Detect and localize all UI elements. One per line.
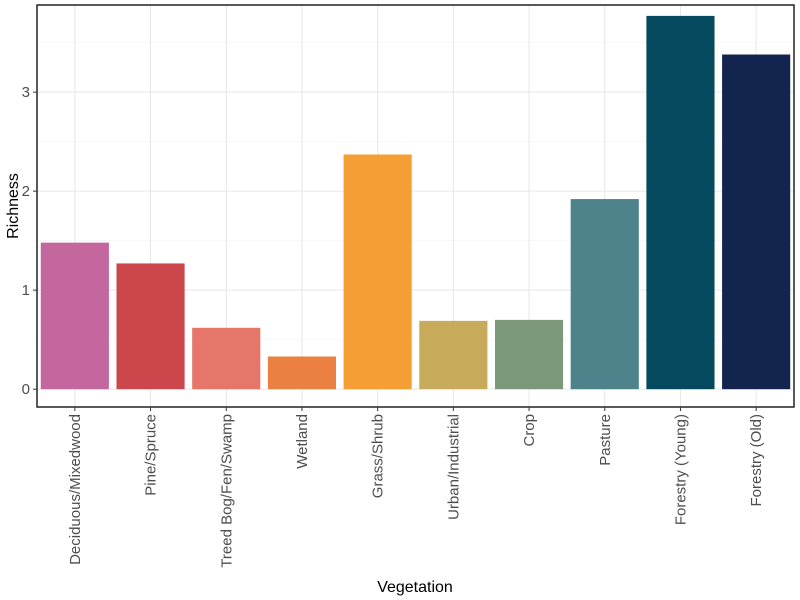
x-tick-label: Urban/Industrial (445, 414, 462, 520)
x-tick-label: Grass/Shrub (370, 414, 387, 498)
y-tick-label: 3 (22, 84, 30, 101)
x-tick-label: Forestry (Old) (748, 414, 765, 507)
x-tick-label: Wetland (294, 414, 311, 469)
bar (267, 356, 337, 390)
bars (40, 15, 791, 390)
x-tick-label: Treed Bog/Fen/Swamp (218, 414, 235, 568)
plot-panel-border (36, 4, 795, 408)
x-tick-label: Crop (521, 414, 538, 447)
y-axis-ticks: 0 1 2 3 (22, 84, 37, 398)
y-tick-label: 2 (22, 183, 30, 200)
bar (494, 319, 564, 390)
bar (116, 263, 185, 390)
bar (722, 54, 791, 390)
x-tick-label: Pine/Spruce (143, 414, 160, 496)
x-tick-label: Forestry (Young) (672, 414, 689, 525)
bar (570, 199, 639, 390)
y-axis-title: Richness (5, 173, 22, 239)
bar (40, 242, 109, 390)
x-tick-label: Deciduous/Mixedwood (67, 414, 84, 565)
x-tick-label: Pasture (597, 414, 614, 466)
bar (646, 15, 715, 390)
y-tick-label: 1 (22, 282, 30, 299)
bar (192, 327, 261, 390)
x-axis-ticks: Deciduous/Mixedwood Pine/Spruce Treed Bog/… (67, 407, 765, 568)
bar (343, 154, 412, 390)
x-axis-title: Vegetation (377, 579, 453, 596)
y-tick-label: 0 (22, 381, 30, 398)
bar (419, 320, 488, 390)
